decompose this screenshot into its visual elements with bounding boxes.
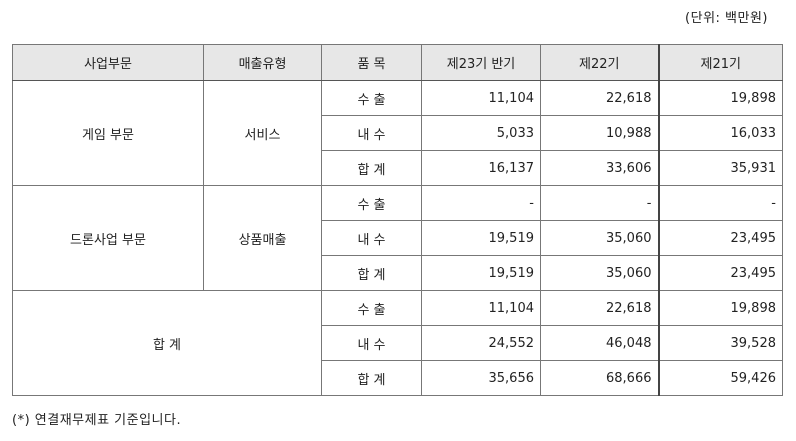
value-cell: 19,898 — [657, 80, 783, 116]
header-period-21: 제21기 — [657, 44, 783, 81]
header-item: 품 목 — [321, 44, 422, 81]
value-cell: 11,104 — [421, 80, 541, 116]
footnote: (*) 연결재무제표 기준입니다. — [12, 413, 182, 428]
table-row: 합 계 19,519 35,060 23,495 — [13, 255, 783, 291]
value-cell: 23,495 — [657, 255, 783, 291]
header-row: 사업부문 매출유형 품 목 제23기 반기 제22기 제21기 — [12, 44, 783, 81]
value-cell: 19,898 — [657, 290, 783, 326]
table-row: 합 계 16,137 33,606 35,931 — [13, 150, 783, 186]
header-type: 매출유형 — [203, 44, 322, 81]
total-label-cell: 합 계 — [12, 290, 322, 396]
type-cell: 서비스 — [203, 80, 322, 186]
value-cell: 19,519 — [421, 220, 541, 256]
value-cell: 24,552 — [421, 325, 541, 361]
header-period-23: 제23기 반기 — [421, 44, 541, 81]
value-cell: 10,988 — [540, 115, 659, 151]
value-cell: 23,495 — [657, 220, 783, 256]
value-cell: 22,618 — [540, 80, 659, 116]
unit-label: (단위: 백만원) — [685, 11, 768, 26]
value-cell: - — [657, 185, 783, 221]
value-cell: 22,618 — [540, 290, 659, 326]
table-row: 드론사업 부문 상품매출 수 출 - - - — [12, 185, 783, 291]
item-cell: 합 계 — [321, 255, 422, 291]
value-cell: 68,666 — [540, 360, 659, 396]
value-cell: 46,048 — [540, 325, 659, 361]
item-cell: 내 수 — [321, 115, 422, 151]
value-cell: 35,060 — [540, 255, 659, 291]
item-cell: 수 출 — [321, 80, 422, 116]
value-cell: - — [540, 185, 659, 221]
value-cell: - — [421, 185, 541, 221]
item-cell: 합 계 — [321, 360, 422, 396]
item-cell: 합 계 — [321, 150, 422, 186]
item-cell: 수 출 — [321, 290, 422, 326]
header-period-22: 제22기 — [540, 44, 659, 81]
value-cell: 35,060 — [540, 220, 659, 256]
value-cell: 11,104 — [421, 290, 541, 326]
value-cell: 16,137 — [421, 150, 541, 186]
table-row: 내 수 19,519 35,060 23,495 — [13, 220, 783, 256]
header-segment: 사업부문 — [12, 44, 204, 81]
value-cell: 33,606 — [540, 150, 659, 186]
table-row: 합 계 수 출 11,104 22,618 19,898 — [12, 290, 783, 396]
table-row: 게임 부문 서비스 수 출 11,104 22,618 19,898 — [12, 80, 783, 186]
item-cell: 내 수 — [321, 325, 422, 361]
value-cell: 59,426 — [657, 360, 783, 396]
type-cell: 상품매출 — [203, 185, 322, 291]
item-cell: 내 수 — [321, 220, 422, 256]
segment-cell: 드론사업 부문 — [12, 185, 204, 291]
segment-cell: 게임 부문 — [12, 80, 204, 186]
value-cell: 35,931 — [657, 150, 783, 186]
item-cell: 수 출 — [321, 185, 422, 221]
value-cell: 16,033 — [657, 115, 783, 151]
value-cell: 35,656 — [421, 360, 541, 396]
table-row: 내 수 5,033 10,988 16,033 — [13, 115, 783, 151]
value-cell: 19,519 — [421, 255, 541, 291]
value-cell: 39,528 — [657, 325, 783, 361]
table-row: 합 계 35,656 68,666 59,426 — [13, 360, 783, 396]
sales-table: 사업부문 매출유형 품 목 제23기 반기 제22기 제21기 게임 부문 서비… — [12, 44, 783, 396]
value-cell: 5,033 — [421, 115, 541, 151]
table-row: 내 수 24,552 46,048 39,528 — [13, 325, 783, 361]
